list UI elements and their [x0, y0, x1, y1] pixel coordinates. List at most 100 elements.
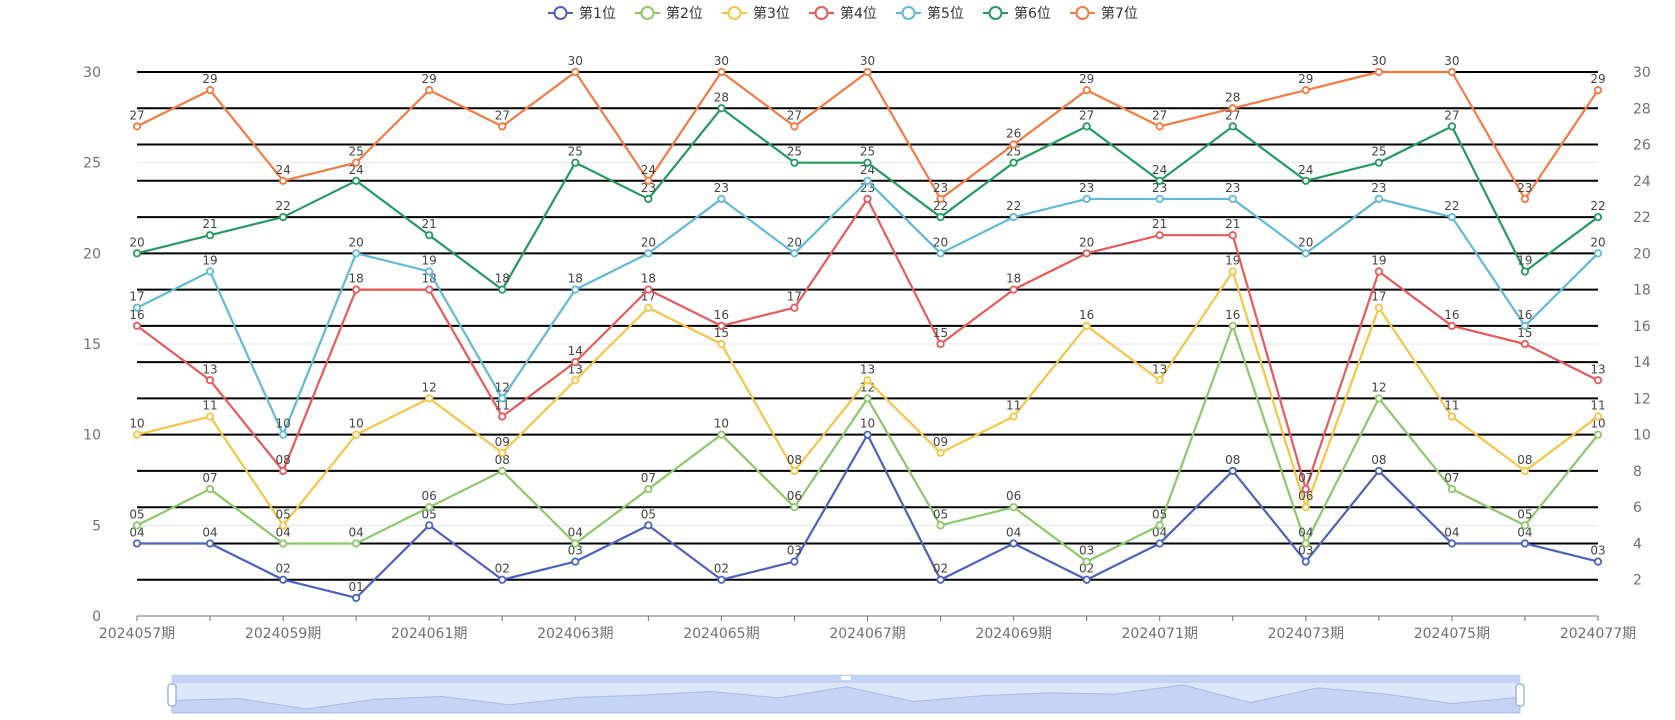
data-point[interactable]: [1155, 539, 1164, 548]
data-point[interactable]: [1593, 430, 1603, 439]
data-point[interactable]: [205, 484, 215, 494]
data-point[interactable]: [790, 557, 799, 566]
data-point[interactable]: [1520, 339, 1530, 349]
data-point[interactable]: [644, 484, 653, 494]
data-point[interactable]: [863, 430, 872, 439]
data-point[interactable]: [1301, 484, 1310, 494]
data-point[interactable]: [352, 176, 361, 185]
data-point[interactable]: [498, 448, 507, 457]
data-point[interactable]: [1374, 466, 1383, 476]
data-point[interactable]: [571, 285, 580, 294]
data-point[interactable]: [1447, 212, 1457, 222]
data-point[interactable]: [425, 267, 434, 276]
data-point[interactable]: [936, 194, 945, 204]
data-point[interactable]: [1593, 376, 1603, 385]
data-point[interactable]: [717, 339, 726, 349]
data-point[interactable]: [132, 539, 142, 548]
data-point[interactable]: [1228, 466, 1237, 476]
data-point[interactable]: [1301, 86, 1310, 95]
data-point[interactable]: [1520, 539, 1530, 548]
legend-item-3[interactable]: 第3位: [722, 5, 790, 22]
legend-item-2[interactable]: 第2位: [635, 5, 703, 22]
data-point[interactable]: [352, 593, 361, 602]
data-point[interactable]: [1009, 158, 1018, 167]
data-point[interactable]: [425, 503, 434, 512]
data-point[interactable]: [352, 249, 361, 258]
legend-item-6[interactable]: 第6位: [983, 5, 1051, 22]
data-point[interactable]: [1155, 194, 1164, 204]
data-point[interactable]: [1301, 503, 1310, 512]
data-point[interactable]: [278, 212, 288, 222]
data-point[interactable]: [352, 158, 361, 167]
data-point[interactable]: [132, 321, 142, 330]
data-point[interactable]: [1374, 394, 1383, 403]
data-point[interactable]: [863, 394, 872, 403]
data-point[interactable]: [1082, 249, 1091, 258]
data-point[interactable]: [205, 376, 215, 385]
data-point[interactable]: [717, 321, 726, 330]
data-point[interactable]: [936, 521, 945, 530]
data-point[interactable]: [1520, 466, 1530, 476]
data-point[interactable]: [278, 539, 288, 548]
data-point[interactable]: [571, 557, 580, 566]
data-point[interactable]: [132, 430, 142, 439]
data-point[interactable]: [278, 575, 288, 584]
data-point[interactable]: [1155, 231, 1164, 240]
data-point[interactable]: [205, 267, 215, 276]
data-point[interactable]: [1082, 321, 1091, 330]
data-point[interactable]: [790, 466, 799, 476]
data-point[interactable]: [1228, 231, 1237, 240]
data-point[interactable]: [1593, 212, 1603, 222]
zoom-selected-range[interactable]: [172, 675, 1520, 713]
legend-item-1[interactable]: 第1位: [548, 5, 616, 22]
data-point[interactable]: [1374, 67, 1383, 77]
data-point[interactable]: [1520, 194, 1530, 204]
data-point[interactable]: [1374, 267, 1383, 276]
data-point[interactable]: [644, 521, 653, 530]
data-point[interactable]: [205, 231, 215, 240]
data-point[interactable]: [1301, 557, 1310, 566]
data-point[interactable]: [936, 575, 945, 584]
data-point[interactable]: [1593, 412, 1603, 421]
data-point[interactable]: [1593, 86, 1603, 95]
data-point[interactable]: [278, 176, 288, 185]
data-point[interactable]: [1447, 484, 1457, 494]
data-point[interactable]: [717, 104, 726, 113]
data-zoom-slider[interactable]: [167, 674, 1525, 714]
data-point[interactable]: [1447, 122, 1457, 131]
data-point[interactable]: [1301, 539, 1310, 548]
data-point[interactable]: [1301, 249, 1310, 258]
data-point[interactable]: [425, 394, 434, 403]
data-point[interactable]: [1082, 86, 1091, 95]
data-point[interactable]: [278, 430, 288, 439]
data-point[interactable]: [1155, 176, 1164, 185]
zoom-left-handle[interactable]: [167, 683, 177, 707]
data-point[interactable]: [425, 231, 434, 240]
data-point[interactable]: [644, 285, 653, 294]
data-point[interactable]: [132, 249, 142, 258]
data-point[interactable]: [132, 303, 142, 312]
data-point[interactable]: [1301, 176, 1310, 185]
data-point[interactable]: [205, 412, 215, 421]
data-point[interactable]: [790, 158, 799, 167]
data-point[interactable]: [1082, 575, 1091, 584]
legend-item-4[interactable]: 第4位: [809, 5, 877, 22]
data-point[interactable]: [717, 575, 726, 584]
data-point[interactable]: [571, 358, 580, 367]
data-point[interactable]: [790, 249, 799, 258]
data-point[interactable]: [1009, 140, 1018, 149]
data-point[interactable]: [1374, 194, 1383, 204]
data-point[interactable]: [1155, 376, 1164, 385]
legend-item-5[interactable]: 第5位: [896, 5, 964, 22]
data-point[interactable]: [936, 249, 945, 258]
data-point[interactable]: [278, 521, 288, 530]
data-point[interactable]: [425, 285, 434, 294]
data-point[interactable]: [425, 86, 434, 95]
data-point[interactable]: [1228, 267, 1237, 276]
data-point[interactable]: [1593, 557, 1603, 566]
data-point[interactable]: [132, 521, 142, 530]
data-point[interactable]: [278, 466, 288, 476]
data-point[interactable]: [863, 176, 872, 185]
data-point[interactable]: [1009, 503, 1018, 512]
data-point[interactable]: [1009, 212, 1018, 222]
